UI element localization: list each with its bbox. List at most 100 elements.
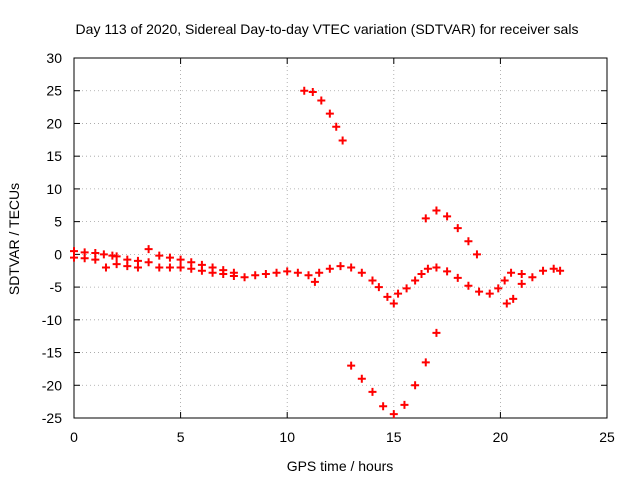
y-tick-label: 15: [46, 148, 62, 164]
grid: [74, 58, 607, 418]
data-point: [197, 266, 206, 275]
data-point: [421, 358, 430, 367]
data-point: [315, 268, 324, 277]
y-tick-label: 25: [46, 83, 62, 99]
y-tick-label: 20: [46, 115, 62, 131]
data-point: [389, 299, 398, 308]
data-point: [389, 410, 398, 419]
data-point: [101, 263, 110, 272]
data-point: [293, 268, 302, 277]
data-point: [368, 387, 377, 396]
y-tick-label: -20: [42, 377, 62, 393]
series-mid-arc: [421, 206, 481, 259]
data-point: [494, 284, 503, 293]
data-point: [176, 255, 185, 264]
y-tick-label: -5: [50, 279, 63, 295]
data-point: [308, 88, 317, 97]
data-point: [133, 263, 142, 272]
data-point: [144, 245, 153, 254]
data-point: [261, 270, 270, 278]
x-tick-label: 25: [599, 429, 615, 445]
data-point: [208, 268, 217, 277]
data-point: [517, 270, 526, 278]
data-point: [502, 299, 511, 308]
data-point: [368, 276, 377, 285]
data-point: [507, 268, 516, 277]
data-point: [423, 264, 432, 273]
data-point: [379, 402, 388, 411]
data-point: [509, 294, 518, 303]
data-point: [165, 263, 174, 272]
data-point: [374, 283, 383, 292]
data-point: [347, 263, 356, 272]
data-point: [475, 287, 484, 296]
x-tick-label: 20: [493, 429, 509, 445]
data-point: [80, 254, 89, 263]
data-point: [464, 237, 473, 246]
data-point: [417, 270, 426, 278]
data-marks: [70, 86, 565, 419]
data-point: [310, 277, 319, 286]
data-point: [304, 271, 313, 280]
series-upper-arc: [300, 86, 347, 145]
data-point: [155, 251, 164, 260]
data-point: [394, 289, 403, 298]
x-tick-label: 5: [177, 429, 185, 445]
data-point: [556, 266, 565, 275]
data-point: [500, 276, 509, 285]
data-point: [123, 262, 132, 271]
data-point: [432, 328, 441, 337]
x-tick-label: 0: [70, 429, 78, 445]
y-tick-label: -10: [42, 312, 62, 328]
data-point: [219, 270, 228, 278]
data-point: [453, 273, 462, 282]
plot-frame: [73, 57, 608, 419]
data-point: [517, 279, 526, 288]
y-tick-label: 30: [46, 50, 62, 66]
y-tick-label: -15: [42, 345, 62, 361]
data-point: [443, 212, 452, 221]
data-point: [411, 276, 420, 285]
data-point: [411, 381, 420, 390]
data-point: [357, 374, 366, 383]
y-tick-label: 10: [46, 181, 62, 197]
chart-title: Day 113 of 2020, Sidereal Day-to-day VTE…: [76, 21, 579, 37]
ticks: 0 5 10 15 20 25 -25 -20 -15 -10 -5 0 5 10 15 20 25 30: [42, 50, 615, 445]
data-point: [317, 96, 326, 105]
y-tick-label: -25: [42, 410, 62, 426]
data-point: [402, 284, 411, 293]
y-tick-label: 5: [54, 214, 62, 230]
data-point: [453, 224, 462, 233]
data-point: [332, 122, 341, 131]
data-point: [176, 263, 185, 272]
data-point: [325, 109, 334, 118]
data-point: [70, 253, 78, 262]
data-point: [112, 252, 121, 261]
data-point: [472, 250, 481, 259]
data-point: [251, 271, 260, 280]
series-lower-arc: [347, 328, 441, 419]
data-point: [91, 255, 100, 264]
data-point: [229, 271, 238, 280]
data-point: [421, 214, 430, 223]
data-point: [336, 262, 345, 271]
data-point: [464, 281, 473, 290]
data-point: [383, 292, 392, 301]
data-point: [165, 253, 174, 262]
data-point: [187, 264, 196, 273]
data-point: [400, 400, 409, 409]
y-axis-title: SDTVAR / TECUs: [6, 183, 22, 295]
x-axis-title: GPS time / hours: [287, 458, 394, 474]
data-point: [443, 267, 452, 276]
x-tick-label: 15: [386, 429, 402, 445]
y-tick-label: 0: [54, 246, 62, 262]
data-point: [155, 263, 164, 272]
data-point: [300, 86, 309, 95]
data-point: [528, 273, 537, 282]
data-point: [240, 273, 249, 282]
data-point: [325, 264, 334, 273]
data-point: [432, 206, 441, 215]
x-tick-label: 10: [279, 429, 295, 445]
data-point: [338, 136, 347, 145]
